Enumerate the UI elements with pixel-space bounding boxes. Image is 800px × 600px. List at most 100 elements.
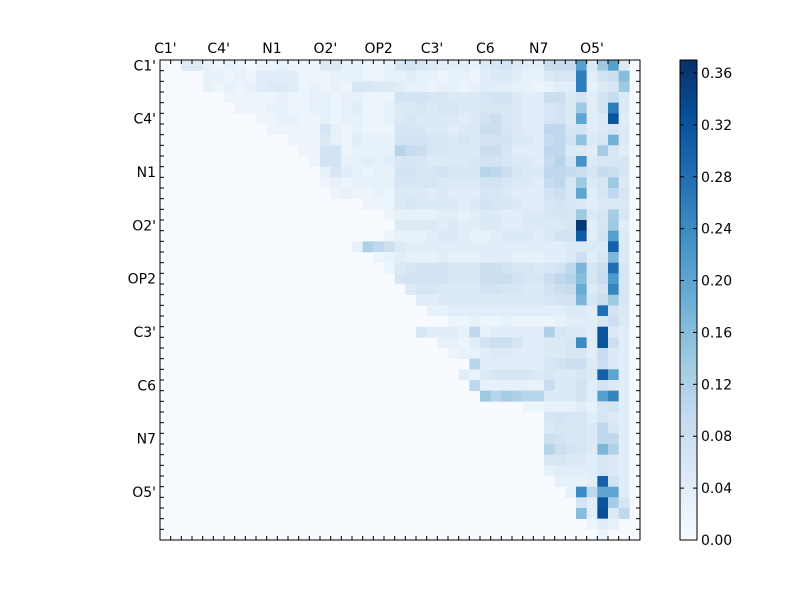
heatmap-cell [266,113,278,125]
colorbar-tick-label: 0.20 [701,274,732,290]
heatmap-cell [522,188,534,199]
heatmap-cell [565,241,577,253]
heatmap-cell [544,465,555,477]
heatmap-cell [480,262,491,274]
heatmap-cell [490,220,502,231]
colorbar-tick-label: 0.08 [701,429,732,445]
heatmap-cell [512,177,523,189]
heatmap-cell [597,305,609,317]
heatmap-cell [597,177,609,189]
heatmap-cell [544,134,555,146]
heatmap-cell [586,497,598,509]
heatmap-cell [224,60,235,71]
heatmap-cell [586,60,598,71]
heatmap-cell [448,145,459,157]
heatmap-cell [416,124,427,135]
heatmap-cell [597,70,609,82]
heatmap-cell [373,124,385,135]
heatmap-cell [586,284,598,295]
heatmap-cell [597,81,609,93]
heatmap-cell [544,188,555,199]
heatmap-cell [266,124,278,135]
heatmap-cell [362,241,374,253]
heatmap-cell [533,209,545,221]
heatmap-cell [298,145,310,157]
heatmap-cell [586,262,598,274]
heatmap-cell [458,60,470,71]
heatmap-cell [416,156,427,167]
heatmap-cell [469,241,481,253]
heatmap-cell [554,230,566,242]
heatmap-cell [608,81,619,93]
heatmap-cell [416,220,427,231]
heatmap-cell [469,113,481,125]
y-tick-label: N7 [137,432,156,448]
heatmap-cell [512,380,523,391]
heatmap-cell [597,156,609,167]
heatmap-cell [554,476,566,487]
heatmap-cell [576,316,587,327]
heatmap-cell [597,134,609,146]
heatmap-cell [352,124,363,135]
heatmap-cell [298,92,310,103]
x-tick-label: N7 [529,41,548,57]
heatmap-cell [362,156,374,167]
heatmap-cell [533,358,545,370]
heatmap-cell [490,134,502,146]
heatmap-cell [373,70,385,82]
heatmap-cell [234,81,246,93]
heatmap-cell [426,262,438,274]
heatmap-cell [373,145,385,157]
heatmap-cell [384,156,395,167]
heatmap-cell [597,124,609,135]
heatmap-cell [405,230,417,242]
heatmap-cell [448,113,459,125]
heatmap-cell [394,102,406,114]
heatmap-cell [405,188,417,199]
heatmap-cell [181,60,193,71]
heatmap-cell [384,81,395,93]
heatmap-cell [608,358,619,370]
heatmap-cell [512,92,523,103]
heatmap-cell [256,81,267,93]
heatmap-cell [618,230,630,242]
heatmap-cell [565,188,577,199]
heatmap-cell [576,422,587,434]
heatmap-cell [416,262,427,274]
heatmap-cell [554,369,566,381]
heatmap-cell [576,230,587,242]
heatmap-cell [458,220,470,231]
x-tick-label: C1' [154,41,177,57]
heatmap-cell [597,113,609,125]
heatmap-cell [544,60,555,71]
heatmap-cell [362,70,374,82]
heatmap-cell [586,188,598,199]
heatmap-cell [394,134,406,146]
heatmap-cell [618,497,630,509]
heatmap-cell [544,81,555,93]
heatmap-cell [618,284,630,295]
heatmap-cell [512,294,523,306]
heatmap-cell [448,198,459,210]
heatmap-cell [234,102,246,114]
heatmap-cell [576,166,587,178]
heatmap-cell [362,177,374,189]
heatmap-cell [384,241,395,253]
heatmap-cell [608,209,619,221]
heatmap-cell [394,188,406,199]
heatmap-cell [394,145,406,157]
heatmap-cell [565,209,577,221]
heatmap-cell [554,284,566,295]
heatmap-cell [416,60,427,71]
heatmap-cell [533,390,545,402]
heatmap-cell [512,230,523,242]
heatmap-cell [469,134,481,146]
heatmap-cell [597,486,609,498]
heatmap-cell [480,348,491,359]
heatmap-cell [416,134,427,146]
heatmap-cell [608,305,619,317]
heatmap-cell [565,454,577,466]
heatmap-cell [618,465,630,477]
heatmap-cell [394,273,406,285]
heatmap-cell [448,294,459,306]
